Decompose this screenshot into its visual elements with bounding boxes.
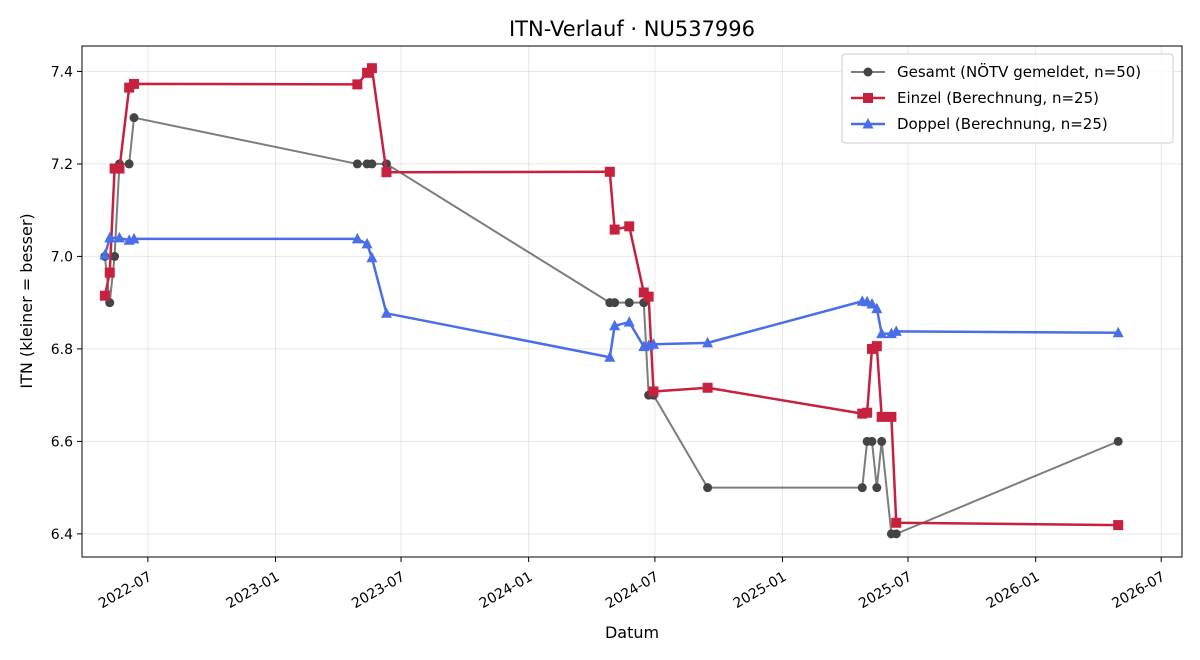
y-tick-label: 6.8: [51, 342, 73, 358]
chart-title: ITN-Verlauf · NU537996: [509, 17, 755, 41]
x-axis-label: Datum: [605, 623, 659, 642]
data-point-einzel: [105, 268, 115, 278]
data-point-einzel: [624, 221, 634, 231]
y-tick-label: 7.4: [51, 64, 73, 80]
y-tick-label: 7.2: [51, 157, 73, 173]
legend-label-einzel: Einzel (Berechnung, n=25): [897, 89, 1099, 107]
y-tick-label: 6.4: [51, 527, 73, 543]
data-point-einzel: [877, 412, 887, 422]
data-point-gesamt: [125, 159, 134, 168]
data-point-einzel: [352, 79, 362, 89]
data-point-gesamt: [367, 159, 376, 168]
data-point-einzel: [891, 518, 901, 528]
y-tick-label: 6.6: [51, 434, 73, 450]
data-point-einzel: [381, 167, 391, 177]
legend: Gesamt (NÖTV gemeldet, n=50) Einzel (Bere…: [842, 54, 1173, 143]
data-point-gesamt: [610, 298, 619, 307]
data-point-gesamt: [1114, 437, 1123, 446]
data-point-einzel: [703, 383, 713, 393]
data-point-gesamt: [872, 483, 881, 492]
data-point-gesamt: [877, 437, 886, 446]
legend-label-gesamt: Gesamt (NÖTV gemeldet, n=50): [897, 62, 1141, 81]
data-point-gesamt: [858, 483, 867, 492]
data-point-einzel: [605, 167, 615, 177]
data-point-gesamt: [892, 529, 901, 538]
data-point-einzel: [100, 291, 110, 301]
data-point-gesamt: [625, 298, 634, 307]
data-point-einzel: [129, 79, 139, 89]
data-point-gesamt: [353, 159, 362, 168]
data-point-einzel: [872, 341, 882, 351]
data-point-gesamt: [867, 437, 876, 446]
legend-marker-einzel: [863, 93, 873, 103]
data-point-einzel: [367, 63, 377, 73]
data-point-gesamt: [130, 113, 139, 122]
data-point-einzel: [1113, 520, 1123, 530]
data-point-einzel: [886, 412, 896, 422]
data-point-gesamt: [703, 483, 712, 492]
data-point-einzel: [644, 292, 654, 302]
legend-label-doppel: Doppel (Berechnung, n=25): [897, 115, 1108, 133]
data-point-einzel: [649, 386, 659, 396]
data-point-einzel: [610, 225, 620, 235]
data-point-einzel: [114, 164, 124, 174]
legend-marker-gesamt: [864, 68, 873, 77]
data-point-einzel: [862, 408, 872, 418]
y-axis-label: ITN (kleiner = besser): [17, 213, 36, 388]
y-tick-label: 7.0: [51, 249, 73, 265]
